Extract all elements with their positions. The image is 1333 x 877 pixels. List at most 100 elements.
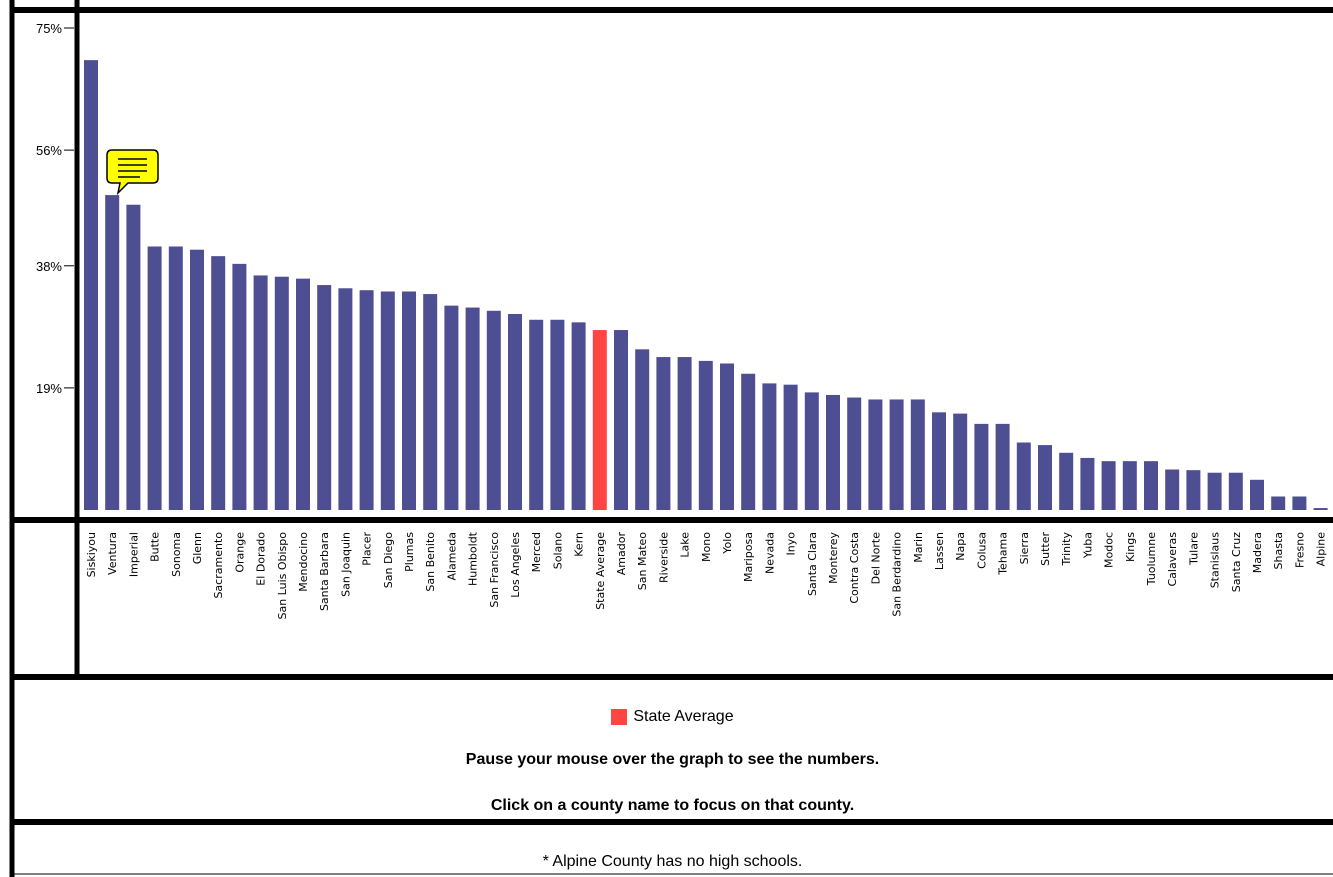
county-label[interactable]: Tulare [1187, 532, 1200, 566]
county-label[interactable]: Ventura [106, 532, 119, 575]
county-label[interactable]: Sacramento [212, 532, 225, 599]
county-label[interactable]: Alpine [1315, 532, 1328, 567]
county-label[interactable]: Riverside [657, 532, 670, 583]
bar-sacramento[interactable] [211, 256, 226, 510]
bar-mono[interactable] [698, 360, 713, 510]
bar-san-francisco[interactable] [486, 310, 501, 510]
bar-tehama[interactable] [995, 423, 1010, 510]
bar-modoc[interactable] [1101, 461, 1116, 510]
bar-trinity[interactable] [1059, 452, 1074, 510]
bar-kings[interactable] [1122, 461, 1137, 510]
bar-state-average[interactable] [592, 330, 607, 510]
bar-shasta[interactable] [1271, 496, 1286, 510]
county-label[interactable]: Stanislaus [1209, 532, 1222, 589]
county-label[interactable]: Shasta [1272, 532, 1285, 569]
bar-napa[interactable] [953, 413, 968, 510]
bar-lassen[interactable] [932, 412, 946, 510]
bar-calaveras[interactable] [1165, 469, 1180, 510]
bar-mariposa[interactable] [741, 373, 756, 510]
county-label[interactable]: Sonoma [170, 532, 183, 577]
county-label[interactable]: San Berdardino [891, 532, 904, 617]
speech-bubble-icon[interactable] [106, 149, 159, 196]
bar-san-joaquin[interactable] [338, 288, 353, 510]
county-label[interactable]: Fresno [1293, 532, 1306, 568]
county-label[interactable]: Imperial [127, 532, 140, 577]
bar-santa-clara[interactable] [804, 392, 819, 510]
bar-santa-cruz[interactable] [1228, 472, 1243, 510]
bar-stanislaus[interactable] [1207, 472, 1222, 510]
county-label[interactable]: Placer [361, 532, 374, 566]
county-label[interactable]: Yolo [721, 532, 734, 555]
bar-santa-barbara[interactable] [317, 285, 332, 510]
bar-monterey[interactable] [826, 394, 840, 510]
county-label[interactable]: Monterey [827, 532, 840, 584]
county-label[interactable]: Trinity [1060, 532, 1073, 567]
bar-del-norte[interactable] [868, 399, 883, 510]
county-label[interactable]: Contra Costa [848, 532, 861, 604]
bar-yolo[interactable] [720, 363, 734, 510]
county-label[interactable]: Calaveras [1166, 532, 1179, 587]
county-label[interactable]: Lake [679, 532, 692, 558]
bar-colusa[interactable] [974, 423, 989, 510]
county-label[interactable]: Yuba [1081, 532, 1094, 559]
bar-riverside[interactable] [656, 357, 671, 510]
county-label[interactable]: Marin [912, 532, 925, 563]
bar-merced[interactable] [529, 319, 544, 510]
county-label[interactable]: Mono [700, 532, 713, 562]
bar-marin[interactable] [910, 399, 925, 510]
county-label[interactable]: Inyo [785, 532, 798, 556]
bar-san-mateo[interactable] [635, 349, 650, 510]
county-label[interactable]: San Francisco [488, 532, 501, 608]
county-label[interactable]: Tuolumne [1145, 532, 1158, 586]
bar-yuba[interactable] [1080, 457, 1095, 510]
county-label[interactable]: Santa Cruz [1230, 532, 1243, 592]
bar-amador[interactable] [614, 330, 628, 510]
county-label[interactable]: Colusa [975, 532, 988, 569]
county-label[interactable]: Madera [1251, 532, 1264, 573]
bar-kern[interactable] [571, 322, 586, 510]
bar-alpine[interactable] [1313, 508, 1328, 510]
bar-siskiyou[interactable] [84, 60, 98, 511]
bar-madera[interactable] [1250, 479, 1264, 510]
county-label[interactable]: Plumas [403, 532, 416, 572]
bar-san-benito[interactable] [423, 294, 438, 510]
county-label[interactable]: Sierra [1018, 532, 1031, 564]
bar-humboldt[interactable] [465, 307, 480, 510]
bar-glenn[interactable] [190, 249, 204, 510]
county-label[interactable]: Tehama [997, 532, 1010, 576]
county-label[interactable]: Kern [573, 532, 586, 557]
bar-plumas[interactable] [402, 291, 416, 510]
bar-solano[interactable] [550, 319, 565, 510]
county-label[interactable]: Orange [233, 532, 246, 573]
bar-contra-costa[interactable] [847, 397, 862, 510]
county-label[interactable]: Sutter [1039, 532, 1052, 566]
bar-ventura[interactable] [105, 195, 120, 511]
bar-placer[interactable] [359, 290, 374, 510]
county-label[interactable]: San Joaquin [339, 532, 352, 597]
bar-orange[interactable] [232, 263, 247, 510]
county-label[interactable]: Lassen [933, 532, 946, 570]
county-label[interactable]: San Mateo [636, 532, 649, 591]
bar-nevada[interactable] [762, 383, 777, 510]
bar-fresno[interactable] [1292, 496, 1307, 510]
bar-butte[interactable] [147, 246, 162, 511]
bar-tulare[interactable] [1186, 470, 1201, 510]
county-label[interactable]: Humboldt [467, 531, 480, 586]
bar-mendocino[interactable] [296, 278, 310, 510]
county-label[interactable]: San Luis Obispo [276, 532, 289, 620]
county-label[interactable]: Siskiyou [85, 532, 98, 577]
county-label[interactable]: Butte [149, 532, 162, 562]
county-label[interactable]: Glenn [191, 532, 204, 564]
county-label[interactable]: Modoc [1103, 532, 1116, 568]
bar-sierra[interactable] [1016, 442, 1031, 510]
county-label[interactable]: Mariposa [742, 532, 755, 582]
bar-inyo[interactable] [783, 384, 798, 510]
county-label[interactable]: Amador [615, 532, 628, 576]
county-label[interactable]: San Diego [382, 532, 395, 588]
county-label[interactable]: Alameda [445, 532, 458, 581]
bar-alameda[interactable] [444, 305, 459, 510]
bar-sutter[interactable] [1038, 445, 1052, 510]
bar-el-dorado[interactable] [253, 275, 268, 510]
county-label[interactable]: Solano [551, 532, 564, 569]
bar-san-berdardino[interactable] [889, 399, 904, 510]
